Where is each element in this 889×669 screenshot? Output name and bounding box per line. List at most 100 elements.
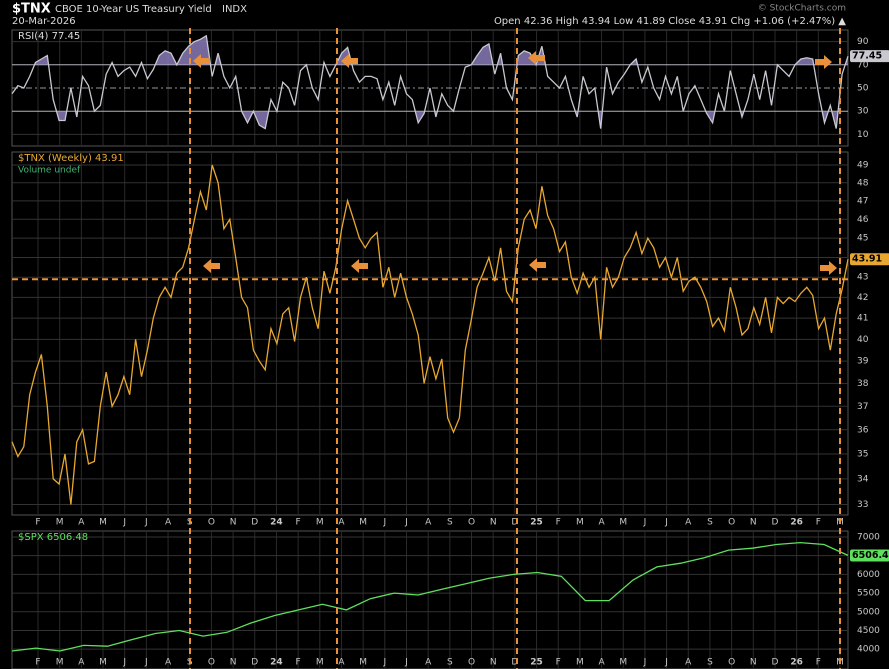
y-tick-label: 37	[857, 402, 868, 412]
x-tick-label: 24	[270, 658, 283, 668]
x-tick-label: F	[35, 518, 40, 528]
x-tick-label: A	[165, 518, 172, 528]
x-tick-label: F	[816, 518, 821, 528]
arrow-right	[815, 55, 832, 69]
last-value-label: 77.45	[852, 51, 882, 62]
arrows	[193, 51, 837, 275]
arrow-left	[528, 51, 545, 65]
panels: 10 30 50 70 90 77.45 RSI(4) 77.45 33 34 35 36 37 38 3…	[11, 29, 889, 669]
x-tick-label: S	[707, 658, 713, 668]
x-tick-label: A	[685, 658, 692, 668]
x-tick-label: 26	[790, 518, 803, 528]
last-value-label: 6506.48	[852, 550, 889, 561]
y-tick-label: 34	[857, 474, 869, 484]
x-tick-label: A	[78, 658, 85, 668]
panel-frame	[11, 151, 849, 516]
x-tick-label: M	[359, 518, 367, 528]
x-tick-label: A	[425, 658, 432, 668]
x-tick-label: O	[468, 658, 475, 668]
x-tick-label: M	[576, 658, 584, 668]
y-tick-label: 41	[857, 314, 868, 324]
x-tick-label: A	[338, 518, 345, 528]
y-tick-label: 48	[857, 178, 869, 188]
x-tick-label: F	[296, 518, 301, 528]
x-tick-label: O	[208, 658, 215, 668]
x-tick-label: A	[598, 658, 605, 668]
x-tick-label: A	[165, 658, 172, 668]
x-tick-label: M	[316, 518, 324, 528]
y-tick-label: 47	[857, 196, 868, 206]
x-tick-label: D	[772, 658, 779, 668]
x-tick-label: F	[35, 658, 40, 668]
y-tick-label: 45	[857, 234, 868, 244]
y-tick-label: 5500	[857, 589, 880, 599]
series-line	[11, 164, 849, 505]
x-tick-label: N	[230, 658, 237, 668]
x-tick-label: M	[99, 518, 107, 528]
x-tick-label: J	[643, 518, 647, 528]
y-tick-label: 50	[857, 84, 869, 94]
x-tick-label: J	[382, 658, 386, 668]
x-tick-label: J	[122, 518, 126, 528]
last-value-box	[850, 253, 889, 266]
rsi-zone-fill	[34, 35, 848, 65]
y-tick-label: 49	[857, 161, 869, 171]
x-tick-label: S	[447, 658, 453, 668]
x-tick-label: O	[728, 518, 735, 528]
x-tick-label: D	[251, 658, 258, 668]
x-tick-label: M	[316, 658, 324, 668]
y-tick-label: 70	[857, 60, 869, 70]
arrow-left	[193, 54, 210, 68]
x-tick-label: M	[619, 518, 627, 528]
x-tick-label: D	[511, 518, 518, 528]
y-tick-label: 46	[857, 215, 869, 225]
y-tick-label: 6000	[857, 570, 880, 580]
symbol-name: CBOE 10-Year US Treasury Yield	[55, 4, 212, 15]
y-tick-label: 38	[857, 379, 869, 389]
x-tick-label: 25	[530, 658, 543, 668]
y-tick-label: 39	[857, 357, 869, 367]
credit: © StockCharts.com	[758, 4, 846, 14]
y-tick-label: 35	[857, 449, 868, 459]
y-tick-label: 43	[857, 273, 868, 283]
x-tick-label: J	[144, 518, 148, 528]
x-tick-label: 26	[790, 658, 803, 668]
x-tick-label: N	[750, 518, 757, 528]
x-tick-label: A	[685, 518, 692, 528]
x-tick-label: J	[404, 658, 408, 668]
x-tick-label: J	[643, 658, 647, 668]
x-tick-label: J	[122, 658, 126, 668]
x-tick-label: O	[468, 518, 475, 528]
y-tick-label: 40	[857, 335, 869, 345]
arrow-left	[351, 259, 368, 273]
x-tick-label: J	[144, 658, 148, 668]
series-line	[11, 34, 849, 130]
x-tick-label: A	[598, 518, 605, 528]
x-tick-label: 25	[530, 518, 543, 528]
last-value-box	[850, 549, 889, 562]
y-tick-label: 4000	[857, 645, 880, 655]
arrow-right	[820, 261, 837, 275]
x-tick-label: N	[230, 518, 237, 528]
x-tick-label: M	[619, 658, 627, 668]
y-tick-label: 36	[857, 425, 869, 435]
y-tick-label: 7000	[857, 532, 880, 542]
legend: $SPX 6506.48	[18, 532, 88, 543]
x-tick-label: M	[359, 658, 367, 668]
y-tick-label: 5000	[857, 607, 880, 617]
x-tick-label: F	[816, 658, 821, 668]
legend: $TNX (Weekly) 43.91	[18, 153, 124, 164]
y-tick-label: 4500	[857, 626, 880, 636]
x-tick-label: 24	[270, 518, 283, 528]
x-tick-label: N	[490, 658, 497, 668]
x-tick-label: J	[664, 658, 668, 668]
x-tick-label: N	[750, 658, 757, 668]
x-tick-label: A	[425, 518, 432, 528]
y-tick-label: 90	[857, 37, 869, 47]
last-value-label: 43.91	[852, 254, 882, 265]
series-line	[11, 541, 849, 652]
last-value-box	[850, 50, 889, 63]
x-tick-label: F	[556, 658, 561, 668]
arrow-left	[203, 259, 220, 273]
